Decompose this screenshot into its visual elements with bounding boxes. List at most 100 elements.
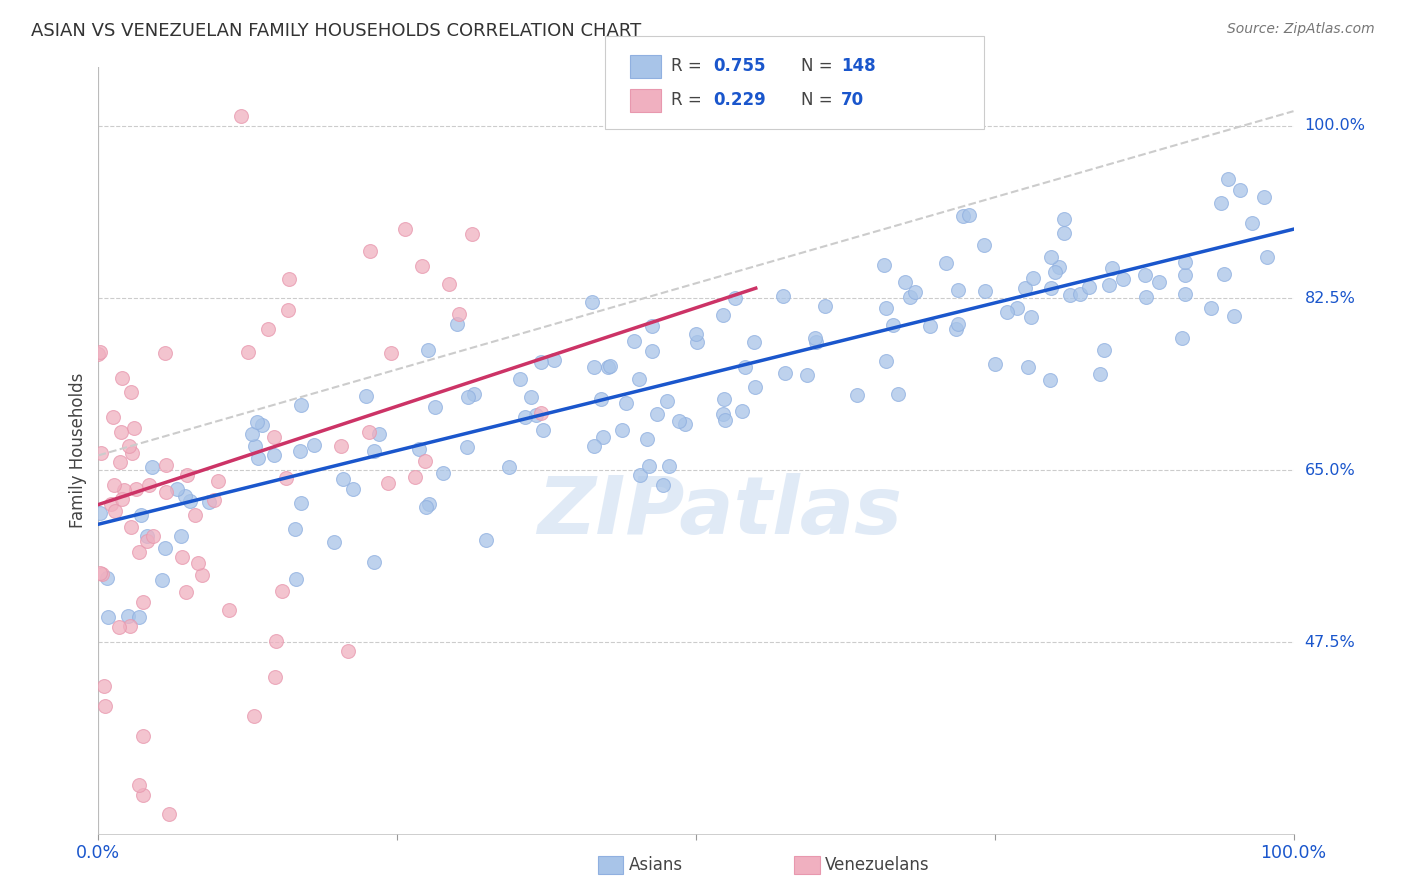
Point <box>946 318 969 332</box>
Point <box>814 299 837 313</box>
Point <box>898 290 921 304</box>
Point <box>628 467 651 482</box>
Point <box>1223 309 1246 323</box>
Point <box>804 330 827 344</box>
Point <box>1135 290 1157 304</box>
Point <box>290 398 312 412</box>
Text: 82.5%: 82.5% <box>1305 291 1355 306</box>
Point <box>641 319 664 334</box>
Point <box>337 644 360 658</box>
Point <box>243 439 266 453</box>
Point <box>197 495 219 509</box>
Point <box>804 335 827 350</box>
Point <box>1017 360 1039 375</box>
Point <box>89 345 111 359</box>
Point <box>363 555 385 569</box>
Point <box>1014 280 1036 294</box>
Point <box>1005 301 1028 315</box>
Point <box>638 459 661 474</box>
Y-axis label: Family Households: Family Households <box>69 373 87 528</box>
Point <box>583 439 606 453</box>
Point <box>111 371 134 385</box>
Point <box>447 307 470 321</box>
Point <box>114 483 136 498</box>
Point <box>439 277 461 291</box>
Point <box>1240 216 1263 230</box>
Text: R =: R = <box>671 57 707 75</box>
Point <box>359 244 381 258</box>
Text: 70: 70 <box>841 91 863 109</box>
Point <box>887 387 910 401</box>
Point <box>141 460 163 475</box>
Text: 100.0%: 100.0% <box>1305 119 1365 134</box>
Point <box>1047 260 1070 275</box>
Point <box>685 327 707 342</box>
Point <box>155 458 177 472</box>
Text: Asians: Asians <box>628 856 682 874</box>
Point <box>457 390 479 404</box>
Point <box>524 409 547 423</box>
Point <box>731 404 754 418</box>
Point <box>96 571 118 585</box>
Point <box>90 446 112 460</box>
Point <box>530 355 553 369</box>
Point <box>845 388 868 402</box>
Point <box>218 603 240 617</box>
Point <box>166 483 188 497</box>
Point <box>1111 271 1133 285</box>
Point <box>475 533 498 547</box>
Point <box>380 346 402 360</box>
Text: N =: N = <box>801 57 838 75</box>
Point <box>342 483 364 497</box>
Point <box>174 584 197 599</box>
Point <box>238 345 260 359</box>
Point <box>636 432 658 446</box>
Text: ASIAN VS VENEZUELAN FAMILY HOUSEHOLDS CORRELATION CHART: ASIAN VS VENEZUELAN FAMILY HOUSEHOLDS CO… <box>31 22 641 40</box>
Point <box>875 354 897 368</box>
Text: 148: 148 <box>841 57 876 75</box>
Text: ZIPatlas: ZIPatlas <box>537 473 903 551</box>
Point <box>184 508 207 522</box>
Point <box>120 384 142 399</box>
Point <box>658 459 681 474</box>
Text: 65.0%: 65.0% <box>1305 463 1355 477</box>
Point <box>1174 287 1197 301</box>
Point <box>461 227 484 241</box>
Point <box>142 529 165 543</box>
Point <box>1174 268 1197 283</box>
Point <box>875 301 897 316</box>
Point <box>323 534 346 549</box>
Point <box>155 485 177 500</box>
Point <box>714 413 737 427</box>
Point <box>128 545 150 559</box>
Point <box>263 448 285 462</box>
Point <box>456 440 478 454</box>
Point <box>89 507 111 521</box>
Point <box>1209 196 1232 211</box>
Point <box>359 425 381 440</box>
Point <box>995 305 1018 319</box>
Point <box>270 584 292 599</box>
Point <box>984 357 1007 371</box>
Point <box>1147 275 1170 289</box>
Point <box>187 556 209 570</box>
Point <box>498 459 520 474</box>
Point <box>104 504 127 518</box>
Point <box>363 444 385 458</box>
Point <box>882 318 904 332</box>
Point <box>176 467 198 482</box>
Point <box>641 343 664 358</box>
Point <box>1043 265 1066 279</box>
Point <box>415 454 437 468</box>
Point <box>509 372 531 386</box>
Point <box>132 729 155 743</box>
Point <box>332 472 354 486</box>
Point <box>655 394 678 409</box>
Point <box>117 609 139 624</box>
Point <box>1174 254 1197 268</box>
Point <box>87 347 110 361</box>
Point <box>599 359 621 373</box>
Point <box>250 418 273 433</box>
Point <box>1039 373 1062 387</box>
Point <box>1059 288 1081 302</box>
